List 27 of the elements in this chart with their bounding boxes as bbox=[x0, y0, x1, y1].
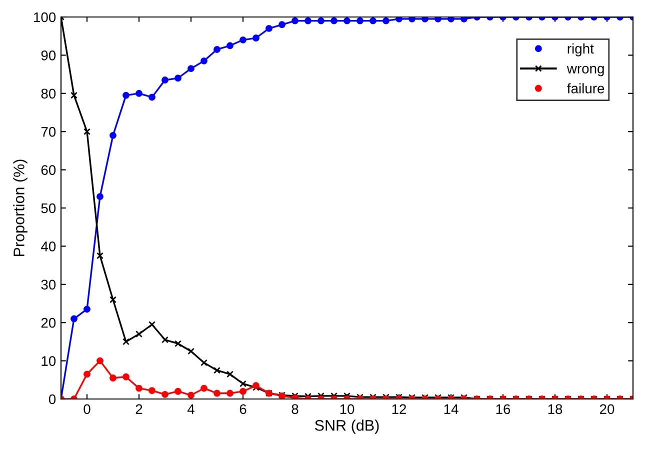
x-tick-label: 12 bbox=[392, 404, 406, 414]
y-tick-label: 0 bbox=[48, 394, 56, 404]
x-axis-title: SNR (dB) bbox=[315, 420, 379, 434]
legend-label: failure bbox=[567, 83, 604, 94]
y-axis-title: Proportion (%) bbox=[13, 160, 28, 256]
x-tick-label: 2 bbox=[136, 404, 142, 414]
x-tick-label: 8 bbox=[292, 404, 298, 414]
x-tick-label: 10 bbox=[340, 404, 354, 414]
x-tick-label: 20 bbox=[600, 404, 614, 414]
x-tick-label: 16 bbox=[496, 404, 510, 414]
legend-label: right bbox=[568, 43, 594, 56]
y-tick-label: 50 bbox=[41, 203, 56, 214]
y-tick-label: 20 bbox=[41, 318, 56, 328]
y-tick-label: 100 bbox=[34, 12, 56, 22]
x-tick-label: 0 bbox=[84, 404, 90, 414]
y-tick-label: 10 bbox=[42, 356, 56, 366]
x-tick-label: 14 bbox=[444, 404, 458, 414]
x-tick-label: 6 bbox=[240, 404, 246, 414]
legend-label: wrong bbox=[566, 66, 604, 76]
y-tick-label: 40 bbox=[41, 242, 56, 252]
y-tick-label: 80 bbox=[41, 88, 56, 99]
x-tick-label: 18 bbox=[548, 404, 562, 414]
y-tick-label: 90 bbox=[41, 50, 56, 60]
y-tick-label: 60 bbox=[41, 165, 56, 175]
y-tick-label: 30 bbox=[41, 280, 56, 290]
x-tick-label: 4 bbox=[187, 404, 194, 414]
y-tick-label: 70 bbox=[41, 126, 56, 137]
